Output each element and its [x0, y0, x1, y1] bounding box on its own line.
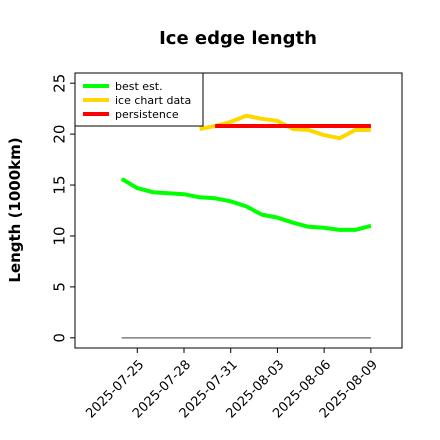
legend-label: persistence [115, 108, 179, 121]
chart-title: Ice edge length [159, 28, 317, 49]
y-tick-label: 20 [50, 125, 68, 144]
legend-label: ice chart data [115, 94, 191, 107]
y-tick-label: 25 [50, 74, 68, 93]
y-tick-label: 15 [50, 175, 68, 194]
y-tick-label: 10 [50, 226, 68, 245]
y-axis-label: Length (1000km) [6, 137, 24, 282]
plot-area: 05101520252025-07-252025-07-282025-07-31… [50, 72, 403, 421]
plot-frame [74, 72, 403, 349]
y-tick-label: 5 [50, 282, 68, 292]
y-tick-label: 0 [50, 333, 68, 343]
series-line-best-est [120, 177, 372, 232]
legend-label: best est. [115, 80, 163, 93]
